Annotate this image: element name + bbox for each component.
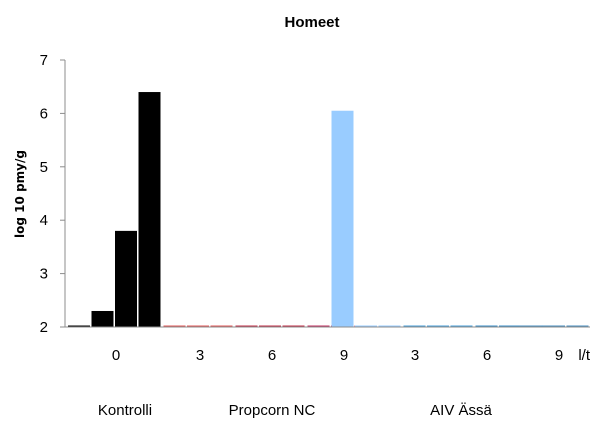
y-tick-label: 5 — [40, 159, 48, 176]
bar — [187, 325, 209, 327]
y-axis-label: log 10 pmy/g — [13, 150, 27, 238]
bar — [115, 230, 137, 327]
bar — [91, 310, 114, 327]
bar — [68, 325, 90, 327]
bar — [138, 92, 161, 327]
x-tick-label: 9 — [555, 347, 563, 364]
bar — [307, 325, 330, 327]
x-tick-label: 6 — [483, 347, 491, 364]
bar-series — [68, 92, 589, 327]
bar — [519, 325, 542, 327]
bar — [403, 325, 426, 327]
chart-title: Homeet — [284, 14, 339, 31]
x-axis-ticks: 0 3 6 9 3 6 9 l/t — [112, 347, 591, 364]
bar — [566, 325, 589, 327]
y-tick-label: 2 — [40, 319, 48, 336]
bar — [235, 325, 258, 327]
x-tick-label: 3 — [411, 347, 419, 364]
axes — [64, 60, 590, 328]
y-tick-label: 7 — [40, 52, 48, 69]
x-group-label: AIV Ässä — [430, 402, 492, 419]
x-group-label: Propcorn NC — [229, 402, 316, 419]
bar — [259, 325, 281, 327]
bar — [282, 325, 305, 327]
x-axis-group-labels: Kontrolli Propcorn NC AIV Ässä — [98, 402, 493, 419]
x-tick-label: 6 — [268, 347, 276, 364]
x-group-label: Kontrolli — [98, 402, 152, 419]
bar — [210, 325, 233, 327]
x-tick-label: 0 — [112, 347, 120, 364]
x-tick-label: l/t — [578, 347, 591, 364]
bar — [378, 325, 401, 327]
bar — [355, 325, 377, 327]
bar — [163, 325, 186, 327]
y-tick-label: 4 — [40, 212, 48, 229]
bar — [475, 325, 498, 327]
x-tick-label: 3 — [196, 347, 204, 364]
y-axis-ticks: 2 3 4 5 6 7 — [40, 52, 65, 336]
bar — [450, 325, 473, 327]
y-tick-label: 3 — [40, 266, 48, 283]
bar — [427, 325, 449, 327]
bar — [331, 110, 354, 327]
x-tick-label: 9 — [340, 347, 348, 364]
y-tick-label: 6 — [40, 105, 48, 122]
bar — [543, 325, 565, 327]
bar — [499, 325, 521, 327]
